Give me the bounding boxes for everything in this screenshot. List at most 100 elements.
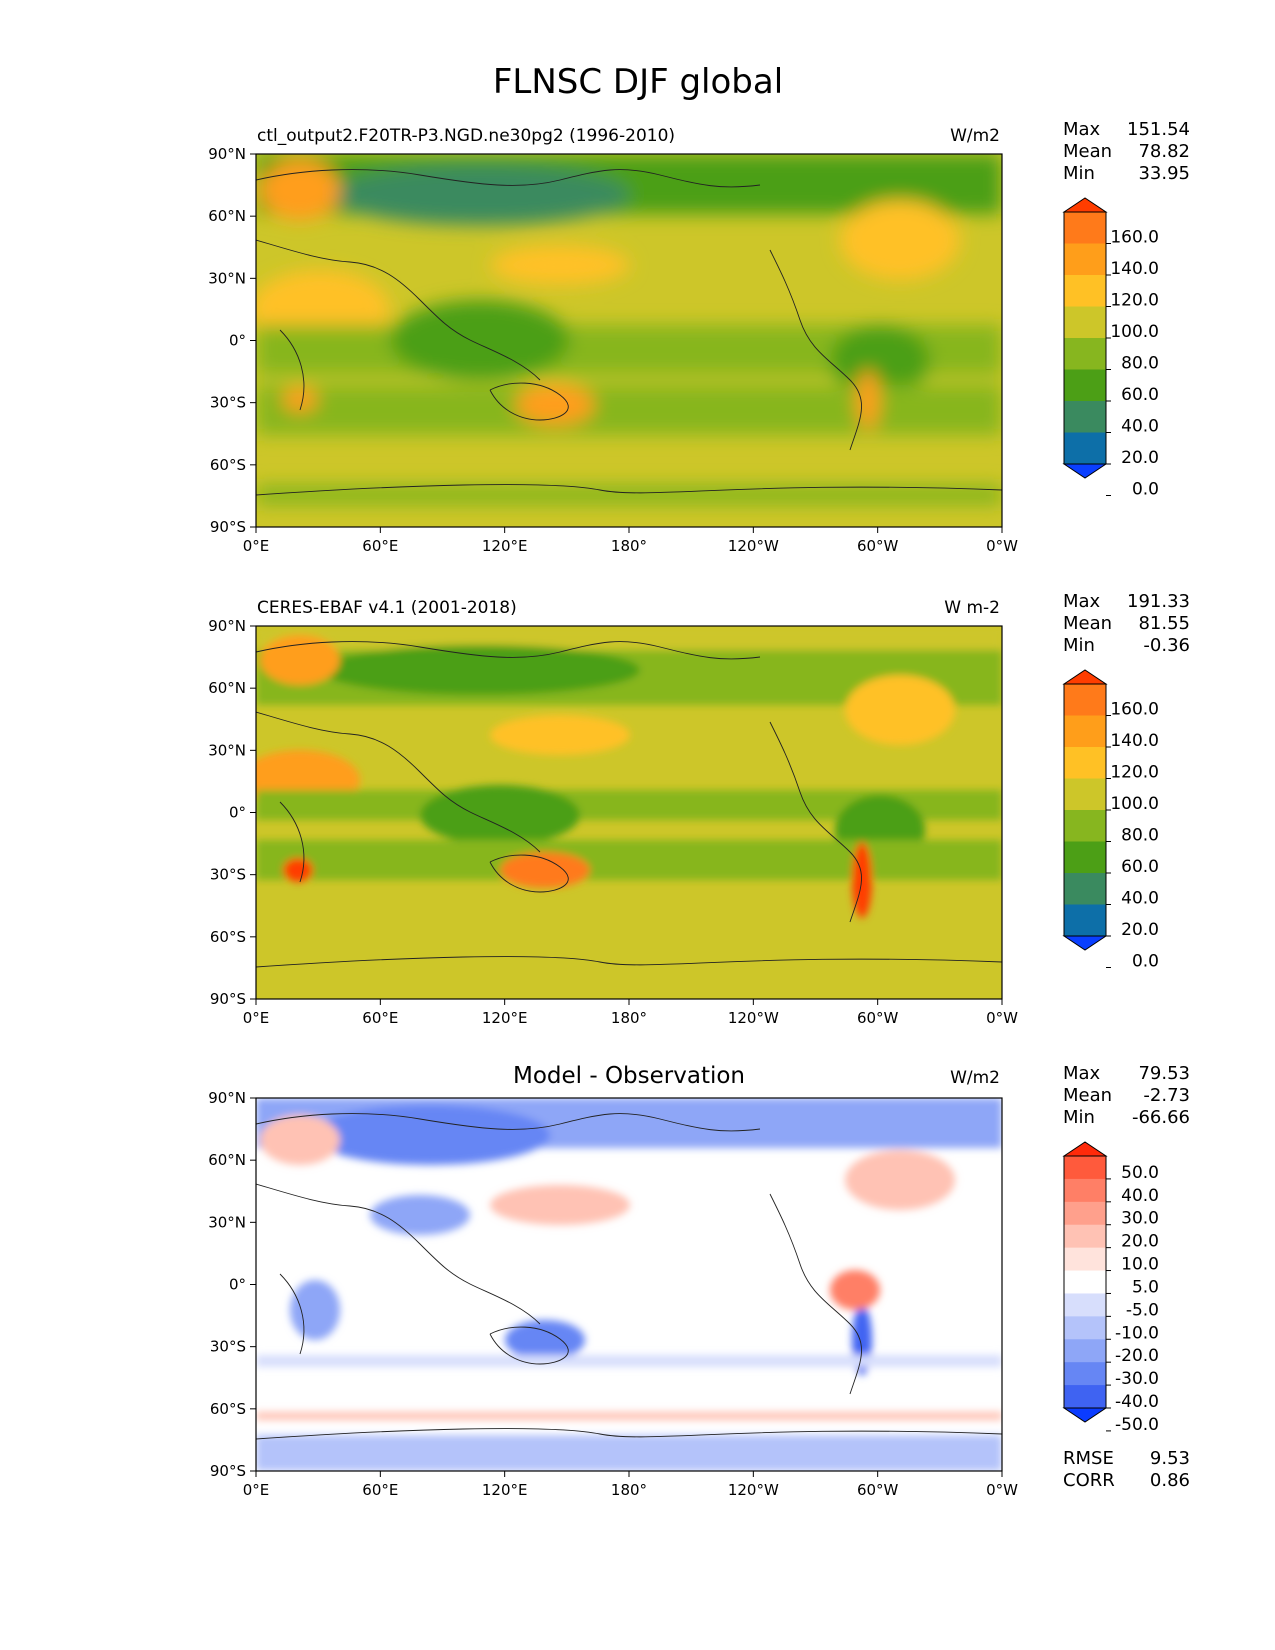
y-tick-label: 60°N (208, 1151, 246, 1169)
colorbar-swatch (1064, 841, 1106, 874)
colorbar-swatch (1064, 747, 1106, 779)
y-tick-label: 60°S (210, 928, 246, 946)
y-tick-label: 60°N (208, 207, 246, 225)
colorbar-swatch (1064, 873, 1106, 905)
y-tick-label: 30°S (210, 394, 246, 412)
stat-value-max: 79.53 (1138, 1063, 1190, 1084)
y-ticks-model: 90°N 60°N 30°N 0° 30°S 60°S 90°S (208, 145, 256, 536)
x-tick-label: 120°E (482, 1481, 528, 1499)
colorbar-tick-label: 80.0 (1121, 354, 1159, 374)
x-ticks-difference: 0°E 60°E 120°E 180° 120°W 60°W 0°W (243, 1471, 1018, 1499)
colorbar-extend-max (1062, 197, 1108, 213)
panel-title-model: ctl_output2.F20TR-P3.NGD.ne30pg2 (1996-2… (257, 126, 675, 146)
colorbar-extend-max (1062, 669, 1108, 685)
colorbar-tick-label: 20.0 (1121, 1232, 1159, 1252)
colorbar-swatch (1064, 1293, 1106, 1317)
x-tick-label: 0°W (986, 1009, 1018, 1027)
colorbar-extend-min (1062, 1407, 1108, 1423)
colorbar-tick-label: 5.0 (1132, 1277, 1159, 1297)
colorbar-tick-label: 40.0 (1121, 889, 1159, 909)
coastlines-observation (256, 641, 1002, 968)
colorbar-tick-label: 140.0 (1110, 259, 1159, 279)
x-tick-label: 60°E (362, 1009, 398, 1027)
stat-label-max: Max (1063, 1063, 1101, 1084)
y-tick-label: 30°S (210, 866, 246, 884)
panel-units-observation: W m-2 (944, 598, 1000, 618)
colorbar-swatch (1064, 275, 1106, 307)
colorbar-swatch (1064, 306, 1106, 339)
metric-label-rmse: RMSE (1063, 1448, 1114, 1469)
panel-model: ctl_output2.F20TR-P3.NGD.ne30pg2 (1996-2… (208, 119, 1190, 555)
panel-title-difference: Model - Observation (513, 1063, 745, 1089)
colorbar-swatch (1064, 338, 1106, 370)
panel-title-observation: CERES-EBAF v4.1 (2001-2018) (257, 598, 517, 618)
y-tick-label: 0° (229, 804, 246, 822)
y-tick-label: 60°N (208, 679, 246, 697)
colorbar-swatch (1064, 1201, 1106, 1226)
stat-label-min: Min (1063, 635, 1095, 656)
x-tick-label: 120°W (728, 537, 779, 555)
x-tick-label: 60°W (857, 1481, 899, 1499)
x-tick-label: 0°E (243, 1009, 270, 1027)
x-tick-label: 120°W (728, 1009, 779, 1027)
x-tick-label: 180° (611, 537, 647, 555)
stats-observation: Max 191.33 Mean 81.55 Min -0.36 (1063, 591, 1190, 656)
colorbar-tick-label: 0.0 (1132, 480, 1159, 500)
stat-value-mean: -2.73 (1143, 1085, 1190, 1106)
colorbar-swatch (1064, 1178, 1106, 1203)
colorbar-swatch (1064, 1247, 1106, 1272)
colorbar-swatch (1064, 243, 1106, 276)
colorbar-tick-label: 60.0 (1121, 857, 1159, 877)
y-tick-label: 60°S (210, 456, 246, 474)
stat-label-mean: Mean (1063, 613, 1112, 634)
stat-value-max: 191.33 (1127, 591, 1190, 612)
colorbar-extend-max (1062, 1141, 1108, 1157)
colorbar-swatch (1064, 1362, 1106, 1386)
stat-value-mean: 78.82 (1138, 141, 1190, 162)
coastlines-difference (256, 1113, 1002, 1440)
map-field-model (256, 154, 1002, 527)
colorbar-swatch (1064, 369, 1106, 402)
colorbar-swatch (1064, 1224, 1106, 1249)
colorbar-tick-label: 10.0 (1121, 1255, 1159, 1275)
colorbar-tick-label: 0.0 (1132, 952, 1159, 972)
colorbar-swatch (1064, 1339, 1106, 1363)
colorbar-tick-label: 100.0 (1110, 794, 1159, 814)
colorbar-swatch (1064, 432, 1106, 465)
stat-value-min: -66.66 (1132, 1107, 1190, 1128)
colorbar-swatch (1064, 810, 1106, 842)
colorbar-extend-min (1062, 935, 1108, 951)
colorbar-tick-label: 140.0 (1110, 731, 1159, 751)
colorbar-outline (1063, 1155, 1107, 1409)
colorbar-tick-label: -10.0 (1115, 1323, 1159, 1343)
metric-value-rmse: 9.53 (1150, 1448, 1190, 1469)
stat-label-mean: Mean (1063, 1085, 1112, 1106)
colorbar-swatch (1064, 778, 1106, 811)
x-tick-label: 60°E (362, 1481, 398, 1499)
colorbar-tick-label: -20.0 (1115, 1346, 1159, 1366)
colorbar-tick-label: -30.0 (1115, 1369, 1159, 1389)
metric-value-corr: 0.86 (1150, 1470, 1190, 1491)
colorbar-tick-label: -5.0 (1126, 1300, 1159, 1320)
x-tick-label: 0°W (986, 537, 1018, 555)
y-tick-label: 90°N (208, 1089, 246, 1107)
colorbar-tick-label: 120.0 (1110, 763, 1159, 783)
y-tick-label: 60°S (210, 1400, 246, 1418)
map-field-observation (256, 626, 1002, 999)
colorbar-tick-label: 80.0 (1121, 826, 1159, 846)
colorbar-swatch (1064, 1316, 1106, 1340)
colorbar-tick-label: 160.0 (1110, 700, 1159, 720)
x-tick-label: 0°E (243, 537, 270, 555)
colorbar-tick-label: 40.0 (1121, 417, 1159, 437)
coastlines-model (256, 169, 1002, 496)
colorbar-extend-min (1062, 463, 1108, 479)
y-tick-label: 0° (229, 332, 246, 350)
y-tick-label: 30°N (208, 269, 246, 287)
y-tick-label: 90°N (208, 145, 246, 163)
y-tick-label: 90°N (208, 617, 246, 635)
colorbar-swatch (1064, 1156, 1106, 1180)
figure-title: FLNSC DJF global (493, 62, 783, 102)
x-tick-label: 60°W (857, 1009, 899, 1027)
colorbar-tick-label: 50.0 (1121, 1163, 1159, 1183)
